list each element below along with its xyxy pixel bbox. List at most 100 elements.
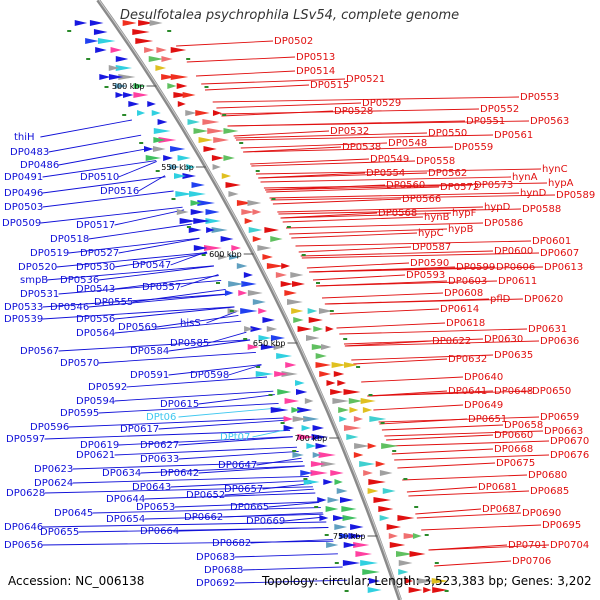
feature-block-left: [99, 74, 111, 80]
connector-line-right: [308, 266, 544, 273]
feature-block-left: [203, 245, 222, 251]
gene-label-left: DP0592: [88, 382, 127, 393]
gene-label-right: DP0613: [544, 262, 583, 273]
feature-block-right: [409, 551, 426, 557]
gene-label-left: DP0556: [76, 314, 115, 325]
connector-line-left: [98, 351, 256, 364]
connector-line-left: [262, 482, 312, 490]
gene-label-left: DP0594: [76, 396, 115, 407]
gene-label-left: DP0682: [212, 538, 251, 549]
gene-label-right: DP0548: [388, 138, 427, 149]
connector-line-left: [174, 501, 319, 508]
connector-line-right: [367, 390, 532, 397]
gene-label-right: DP0658: [504, 420, 543, 431]
gene-label-right: hynB: [424, 212, 450, 223]
tick-mark: [155, 170, 160, 172]
feature-block-left: [115, 92, 124, 98]
feature-block-right: [177, 101, 186, 107]
feature-block-left: [250, 326, 263, 332]
connector-line-left: [242, 566, 343, 571]
gene-label-left: DP0619: [80, 440, 119, 451]
feature-block-left: [197, 200, 216, 206]
feature-block-right: [275, 272, 287, 278]
feature-block-right: [144, 47, 155, 53]
connector-line-right: [220, 108, 480, 115]
tick-mark: [286, 226, 291, 228]
gene-label-left: DPt07: [220, 432, 250, 443]
feature-block-right: [359, 461, 376, 467]
tick-mark: [280, 422, 285, 424]
feature-block-left: [175, 191, 193, 197]
feature-block-left: [292, 416, 308, 422]
feature-block-left: [297, 434, 316, 440]
tick-mark: [243, 338, 248, 340]
feature-block-left: [152, 146, 166, 152]
gene-label-right: DP0558: [416, 156, 455, 167]
tick-mark: [356, 366, 361, 368]
connector-line-left: [42, 176, 166, 194]
feature-block-left: [157, 119, 168, 125]
connector-line-right: [277, 206, 484, 213]
connector-line-right: [306, 262, 410, 269]
gene-label-right: DP0620: [524, 294, 563, 305]
connector-line-left: [138, 175, 166, 192]
gene-label-left: DP0555: [94, 297, 133, 308]
feature-block-left: [330, 470, 344, 476]
connector-line-right: [408, 490, 530, 497]
gene-label-right: DP0600: [494, 246, 533, 257]
gene-label-right: DP0706: [512, 556, 551, 567]
connector-line-left: [42, 190, 174, 208]
feature-block-left: [315, 443, 328, 449]
gene-label-left: DP0615: [160, 399, 199, 410]
connector-line-left: [42, 293, 229, 308]
connector-line-left: [44, 486, 313, 494]
connector-line-left: [208, 331, 247, 344]
feature-block-left: [348, 533, 365, 539]
feature-block-left: [318, 452, 336, 458]
gene-label-right: DP0641: [448, 386, 487, 397]
connector-line-right: [282, 216, 424, 223]
connector-line-right: [300, 250, 494, 257]
connector-line-right: [235, 134, 494, 141]
feature-block-left: [266, 326, 278, 332]
feature-block-left: [270, 335, 286, 341]
feature-block-left: [108, 65, 120, 71]
feature-block-right: [339, 416, 348, 422]
feature-block-right: [367, 488, 379, 494]
feature-block-right: [412, 533, 422, 539]
feature-block-right: [388, 533, 398, 539]
feature-block-left: [285, 362, 297, 368]
feature-block-left: [312, 452, 321, 458]
gene-label-right: DP0704: [550, 540, 589, 551]
feature-block-left: [300, 470, 313, 476]
connector-line-left: [178, 450, 299, 460]
gene-label-right: DP0649: [464, 400, 503, 411]
feature-block-right: [223, 128, 239, 134]
feature-block-left: [123, 92, 134, 98]
feature-block-right: [132, 29, 150, 35]
tick-mark: [239, 142, 244, 144]
gene-label-left: DP0688: [204, 565, 243, 576]
gene-label-left: DP0617: [120, 424, 159, 435]
gene-label-right: DP0685: [530, 486, 569, 497]
gene-label-right: DP0611: [498, 276, 537, 287]
tick-mark: [222, 114, 227, 116]
feature-block-left: [258, 335, 272, 341]
connector-line-right: [397, 462, 496, 469]
gene-label-left: thiH: [14, 132, 35, 143]
gene-label-left: DP0516: [100, 186, 139, 197]
gene-label-left: DP0533: [4, 302, 43, 313]
gene-label-right: hynC: [542, 164, 568, 175]
connector-line-left: [118, 436, 293, 446]
feature-block-right: [257, 245, 272, 251]
connector-line-right: [240, 142, 388, 149]
gene-label-right: DP0675: [496, 458, 535, 469]
gene-label-right: DP0630: [484, 334, 523, 345]
gene-label-left: DP0520: [18, 262, 57, 273]
feature-block-right: [170, 74, 189, 80]
connector-line-left: [88, 293, 229, 308]
feature-block-left: [327, 497, 340, 503]
gene-label-right: hypA: [548, 178, 574, 189]
connector-line-left: [118, 237, 200, 254]
